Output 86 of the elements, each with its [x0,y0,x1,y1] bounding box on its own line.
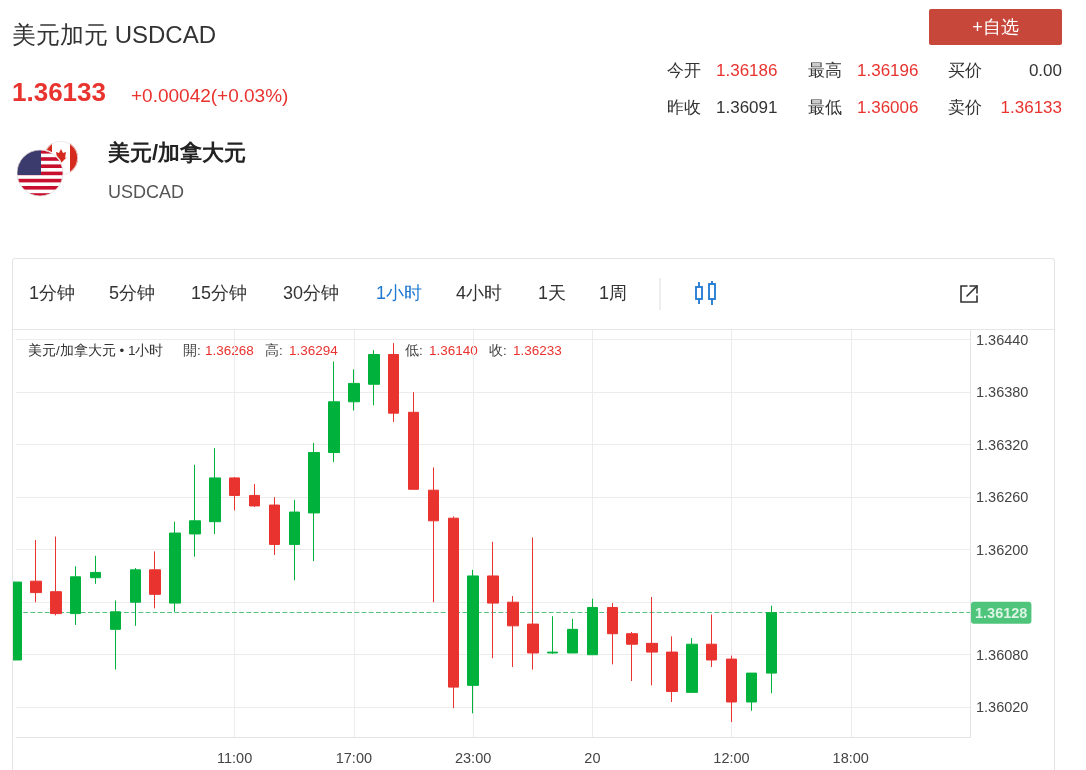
text: 美元/加拿大元 [108,139,247,167]
text: 1.36006 [857,97,919,119]
annotation: 高: [265,342,283,359]
candlestick [30,539,42,603]
candlestick [428,466,439,603]
x-tick-label: 18:00 [832,749,869,766]
annotation: 1.36268 [205,342,254,359]
candlestick [626,631,638,682]
text: 1小时 [376,283,423,305]
text: 30分钟 [283,283,340,305]
y-tick-label: 1.36200 [976,541,1029,558]
candlestick [726,655,737,723]
text: 1.36133 [1000,97,1062,119]
text: +0.00042(+0.03%) [131,84,289,108]
candlestick [607,602,618,665]
candlestick [209,447,221,535]
text: 美元/加拿大元 • 1小时 [28,342,164,359]
text: 1.36196 [857,60,919,82]
candlestick [408,391,419,490]
x-tick-label: 11:00 [217,749,253,766]
add-button: +自选 [929,9,1062,45]
ref-line-label: 1.36128 [975,604,1028,621]
annotation: 1.36233 [513,342,562,359]
candlestick [130,567,141,627]
candlestick [487,541,499,659]
candlestick [686,637,698,693]
candlestick [328,361,340,463]
annotation: 1.36140 [429,342,478,359]
candlestick [50,536,62,616]
annotation: 1.36294 [289,342,338,359]
y-tick-label: 1.36380 [976,384,1029,401]
candlestick [110,599,121,671]
text: 美元加元 USDCAD [12,20,217,50]
candlestick [388,342,399,423]
x-tick-label: 23:00 [454,749,492,766]
text: 1分钟 [29,283,76,305]
candlestick [348,368,360,412]
candlestick [706,613,717,668]
candlestick [646,596,658,686]
candlestick [547,615,558,655]
text: 1.36091 [716,97,778,119]
text: 卖价 [948,97,982,119]
candlestick [70,565,81,626]
text: 最高 [808,60,842,82]
candlestick [766,605,777,694]
text: USDCAD [108,182,185,204]
candlestick [368,349,380,406]
y-tick-label: 1.36440 [976,331,1029,348]
candlestick [189,464,201,558]
candlestick [527,536,539,671]
text: 1周 [599,283,628,305]
text: 昨收 [667,97,701,119]
candlestick [289,499,300,581]
text: 5分钟 [109,283,156,305]
annotation: 開: [183,342,201,359]
candlestick [746,672,757,712]
candlestick [269,496,280,556]
candlestick [229,476,240,511]
text: 今开 [667,60,701,82]
candlestick [507,595,519,668]
candlestick [308,442,320,562]
text: 最低 [808,97,842,119]
y-tick-label: 1.36080 [976,646,1029,663]
y-tick-label: 1.36320 [976,436,1029,453]
annotation: 低: [405,342,423,359]
annotation: 收: [489,342,507,359]
y-tick-label: 1.36020 [976,699,1029,716]
candlestick [90,555,101,585]
text: 买价 [948,60,982,82]
text: 0.00 [1028,60,1062,82]
x-tick-label: 17:00 [335,749,373,766]
candlestick [249,483,260,508]
candlestick [149,550,161,609]
text: 1天 [538,283,567,305]
text: 1.36186 [716,60,778,82]
x-tick-label: 20 [584,749,601,766]
candlestick [169,521,181,613]
text: 15分钟 [191,283,248,305]
text: 1.36133 [12,77,106,109]
y-tick-label: 1.36260 [976,489,1029,506]
candlestick [448,515,459,709]
x-tick-label: 12:00 [713,749,750,766]
candlestick [567,618,578,654]
candlestick [666,635,678,703]
candlestick [587,598,598,656]
text: 4小时 [456,283,503,305]
